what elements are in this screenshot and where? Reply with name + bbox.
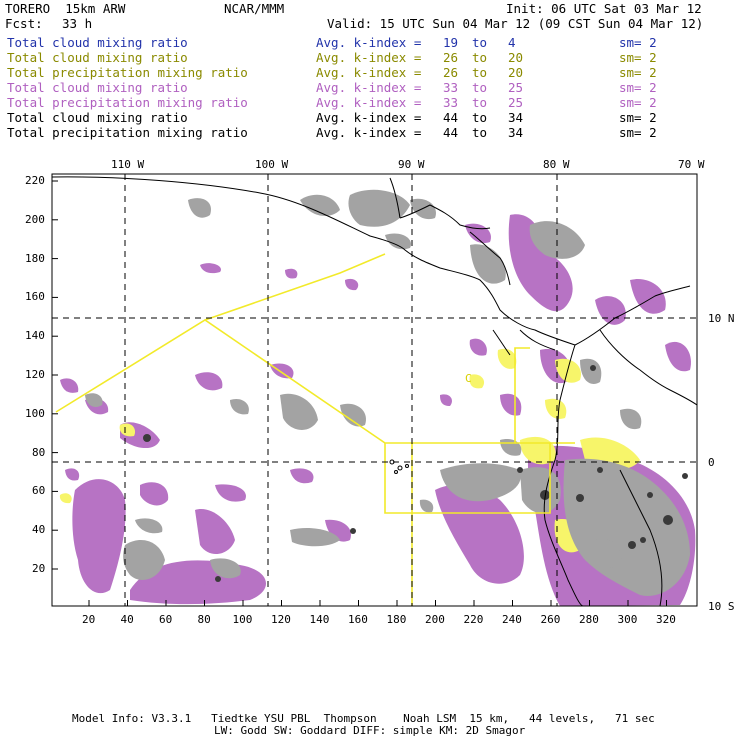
field-k-end: 20: [508, 50, 524, 65]
field-name: Total cloud mixing ratio: [7, 50, 188, 65]
map-frame: [51, 173, 698, 607]
x-tick-label: 300: [617, 613, 638, 626]
field-k-to: to: [472, 35, 488, 50]
x-tick-label: 40: [120, 613, 134, 626]
y-tick-label: 40: [32, 523, 46, 537]
y-tick-label: 20: [32, 562, 46, 575]
y-tick-label: 180: [25, 251, 45, 265]
longitude-label: 80 W: [543, 158, 570, 171]
field-k-to: to: [472, 125, 488, 140]
longitude-label: 110 W: [111, 158, 145, 171]
cloud-gray-regions: [85, 189, 690, 596]
x-tick-label: 160: [348, 613, 368, 626]
x-tick-label: 140: [309, 613, 330, 626]
field-k-end: 4: [508, 35, 516, 50]
field-smoothing: sm= 2: [619, 65, 657, 80]
x-tick-label: 80: [197, 613, 211, 626]
y-tick-label: 160: [25, 290, 45, 304]
field-smoothing: sm= 2: [619, 50, 657, 65]
latitude-label: 10 S: [708, 600, 735, 613]
field-k-start: 33: [443, 80, 459, 95]
longitude-label: 100 W: [255, 158, 289, 171]
field-avg-label: Avg. k-index =: [316, 110, 422, 125]
x-tick-label: 240: [502, 613, 522, 626]
x-tick-label: 20: [82, 613, 96, 626]
field-k-to: to: [472, 80, 488, 95]
model-name: TORERO 15km ARW: [5, 1, 126, 16]
field-name: Total precipitation mixing ratio: [7, 125, 248, 140]
y-tick-label: 140: [25, 329, 45, 343]
field-k-to: to: [472, 110, 488, 125]
field-k-start: 33: [443, 95, 459, 110]
x-tick-label: 320: [656, 613, 676, 626]
cloud-dark-cores: [143, 365, 688, 582]
y-tick-label: 100: [25, 406, 45, 420]
field-smoothing: sm= 2: [619, 110, 657, 125]
field-k-start: 26: [443, 50, 459, 65]
field-smoothing: sm= 2: [619, 95, 657, 110]
latitude-label: 0: [708, 456, 715, 469]
field-avg-label: Avg. k-index =: [316, 35, 422, 50]
field-avg-label: Avg. k-index =: [316, 95, 422, 110]
field-k-start: 44: [443, 125, 459, 140]
x-tick-label: 100: [232, 613, 253, 626]
galapagos-islands: [389, 459, 409, 474]
lat-lon-grid: [52, 174, 697, 606]
forecast-hours: 33 h: [62, 16, 93, 31]
init-time: Init: 06 UTC Sat 03 Mar 12: [506, 1, 702, 16]
field-name: Total cloud mixing ratio: [7, 80, 188, 95]
field-k-to: to: [472, 50, 488, 65]
field-k-end: 25: [508, 95, 524, 110]
x-tick-label: 180: [386, 613, 407, 626]
forecast-label: Fcst:: [5, 16, 43, 31]
field-name: Total precipitation mixing ratio: [7, 65, 248, 80]
x-tick-label: 200: [425, 613, 445, 626]
axis-tick-marks: [52, 180, 667, 606]
field-avg-label: Avg. k-index =: [316, 65, 422, 80]
y-tick-label: 220: [25, 174, 45, 187]
field-k-end: 34: [508, 110, 524, 125]
longitude-label: 70 W: [678, 158, 705, 171]
field-k-to: to: [472, 95, 488, 110]
field-k-start: 19: [443, 35, 459, 50]
field-smoothing: sm= 2: [619, 80, 657, 95]
field-avg-label: Avg. k-index =: [316, 50, 422, 65]
field-k-end: 20: [508, 65, 524, 80]
y-tick-label: 60: [32, 484, 46, 498]
field-smoothing: sm= 2: [619, 125, 657, 140]
x-tick-label: 120: [271, 613, 291, 626]
model-info-line1: Model Info: V3.3.1 Tiedtke YSU PBL Thomp…: [72, 712, 655, 725]
field-avg-label: Avg. k-index =: [316, 125, 422, 140]
field-k-start: 44: [443, 110, 459, 125]
map-annotation: C: [465, 372, 472, 385]
field-name: Total cloud mixing ratio: [7, 35, 188, 50]
x-tick-label: 260: [540, 613, 561, 626]
x-tick-label: 60: [159, 613, 173, 626]
latitude-label: 10 N: [708, 312, 735, 325]
region-boundary-lines: [55, 253, 575, 606]
valid-time: Valid: 15 UTC Sun 04 Mar 12 (09 CST Sun …: [327, 16, 704, 31]
field-name: Total precipitation mixing ratio: [7, 95, 248, 110]
x-tick-label: 220: [463, 613, 484, 626]
y-tick-label: 80: [32, 445, 46, 459]
field-k-end: 25: [508, 80, 524, 95]
organization: NCAR/MMM: [224, 1, 285, 16]
y-tick-label: 120: [25, 368, 45, 381]
longitude-label: 90 W: [398, 158, 425, 171]
field-k-start: 26: [443, 65, 459, 80]
field-k-end: 34: [508, 125, 524, 140]
field-avg-label: Avg. k-index =: [316, 80, 422, 95]
x-tick-label: 280: [579, 613, 599, 626]
field-name: Total cloud mixing ratio: [7, 110, 188, 125]
model-info-line2: LW: Godd SW: Goddard DIFF: simple KM: 2D…: [214, 724, 526, 737]
field-smoothing: sm= 2: [619, 35, 657, 50]
y-tick-label: 200: [25, 212, 45, 226]
coastlines: [52, 176, 697, 606]
field-k-to: to: [472, 65, 488, 80]
